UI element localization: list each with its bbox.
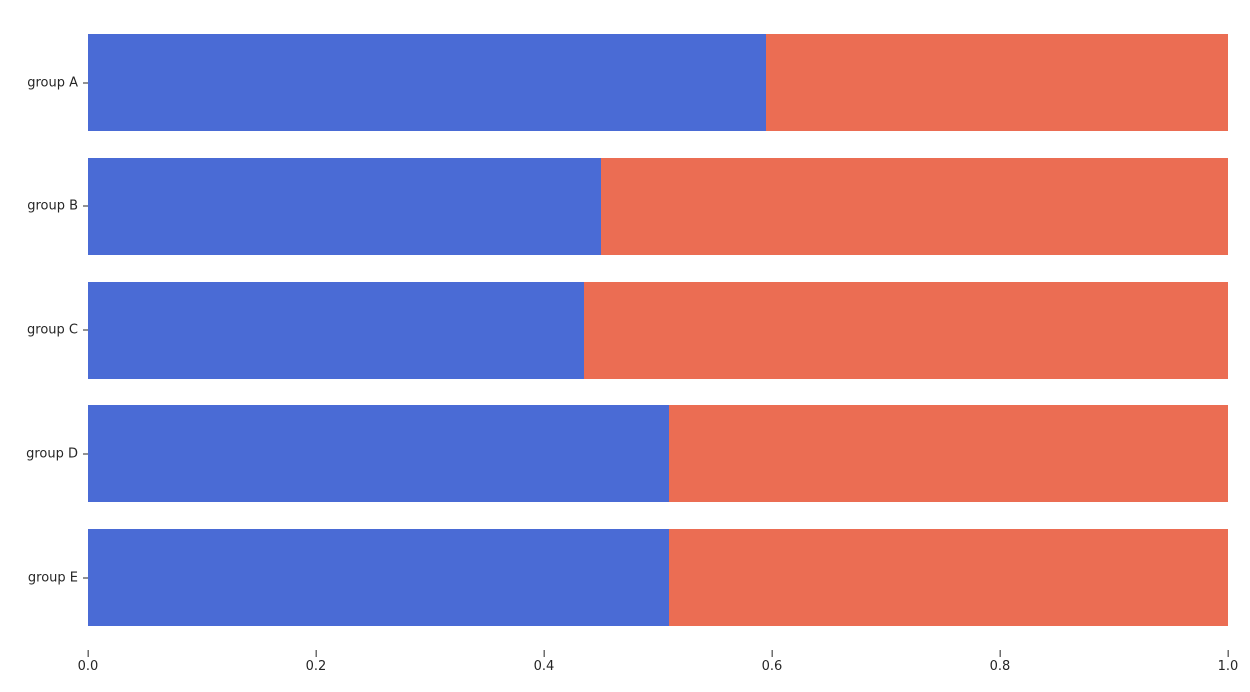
- bar-segment-series1: [88, 281, 584, 379]
- bar-segment-series2: [669, 405, 1228, 503]
- y-tick-label: group B: [27, 198, 78, 214]
- x-tick-mark: [315, 650, 317, 657]
- x-tick-mark: [771, 650, 773, 657]
- x-tick: 0.2: [305, 650, 327, 674]
- bar-segment-series1: [88, 34, 767, 131]
- x-axis: 0.0 0.2 0.4 0.6 0.8 1.0: [78, 650, 1238, 684]
- x-tick-label: 0.0: [77, 659, 99, 674]
- bar-row-group-e: group E: [28, 529, 1228, 626]
- x-tick-mark: [1227, 650, 1229, 657]
- bar-row-group-d: group D: [26, 405, 1228, 503]
- y-tick-mark: [83, 205, 88, 207]
- y-tick-mark: [83, 329, 88, 331]
- x-tick: 0.8: [989, 650, 1011, 674]
- x-tick: 0.0: [77, 650, 99, 674]
- x-tick: 0.4: [533, 650, 555, 674]
- x-tick-label: 0.6: [761, 659, 783, 674]
- plot-area: group A group B group C group D group E: [26, 34, 1228, 626]
- x-tick-label: 0.4: [533, 659, 555, 674]
- bar-segment-series1: [88, 157, 601, 255]
- y-tick-mark: [83, 577, 88, 578]
- bar-row-group-c: group C: [27, 281, 1228, 379]
- x-tick-label: 1.0: [1217, 659, 1239, 674]
- bar-segment-series2: [766, 34, 1228, 131]
- x-tick-mark: [543, 650, 545, 657]
- bar-segment-series2: [601, 157, 1228, 255]
- x-tick: 0.6: [761, 650, 783, 674]
- y-tick-label: group C: [27, 322, 78, 338]
- y-tick-label: group A: [27, 75, 78, 90]
- bar-segment-series2: [583, 281, 1228, 379]
- x-tick-mark: [87, 650, 89, 657]
- bar-row-group-a: group A: [27, 34, 1228, 131]
- x-tick: 1.0: [1217, 650, 1239, 674]
- x-tick-label: 0.8: [989, 659, 1011, 674]
- x-tick-mark: [999, 650, 1001, 657]
- bar-row-group-b: group B: [27, 157, 1228, 255]
- y-tick-mark: [83, 453, 88, 455]
- y-tick-label: group D: [26, 446, 78, 462]
- bar-segment-series1: [88, 405, 670, 503]
- y-tick-mark: [83, 82, 88, 83]
- x-tick-label: 0.2: [305, 659, 327, 674]
- bar-segment-series2: [669, 529, 1228, 626]
- y-tick-label: group E: [27, 570, 78, 585]
- bar-segment-series1: [88, 529, 670, 626]
